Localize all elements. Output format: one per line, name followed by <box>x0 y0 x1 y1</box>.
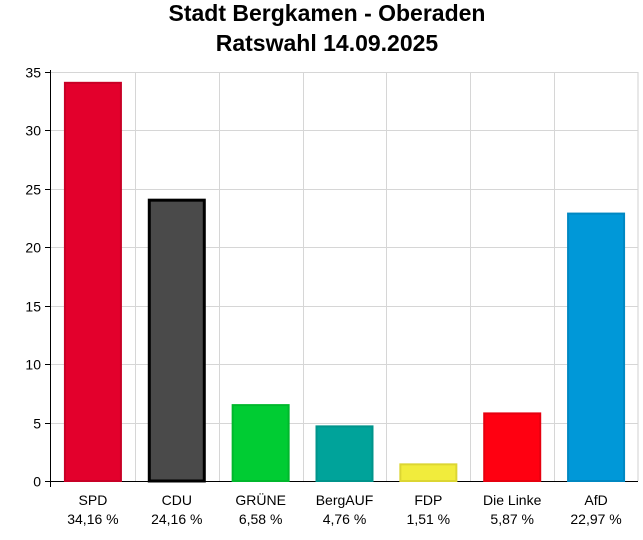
bar-gr-ne <box>231 404 290 482</box>
bar-value-label: 1,51 % <box>407 511 451 527</box>
grid <box>51 72 639 481</box>
x-category-label: Die Linke <box>483 492 542 508</box>
x-category-label: FDP <box>414 492 442 508</box>
x-category-label: AfD <box>584 492 607 508</box>
bar-fdp <box>399 463 458 483</box>
bar-die-linke <box>483 412 542 482</box>
y-tick-label: 5 <box>33 416 41 432</box>
y-tick-label: 15 <box>25 299 41 315</box>
bars <box>63 81 626 483</box>
chart-title: Stadt Bergkamen - Oberaden <box>169 0 486 26</box>
bar-value-label: 22,97 % <box>570 511 621 527</box>
y-axis: 0 5 10 15 20 25 30 35 <box>25 65 638 490</box>
x-category-label: BergAUF <box>316 492 374 508</box>
y-tick-label: 20 <box>25 240 41 256</box>
x-category-label: SPD <box>79 492 108 508</box>
x-category-label: GRÜNE <box>235 491 286 508</box>
bar-value-label: 5,87 % <box>490 511 534 527</box>
x-axis-labels: SPD 34,16 % CDU 24,16 % GRÜNE 6,58 % BergAUF 4,… <box>67 491 622 527</box>
y-tick-label: 25 <box>25 182 41 198</box>
bar-value-label: 24,16 % <box>151 511 202 527</box>
bar-bergauf <box>315 425 374 483</box>
bar-value-label: 34,16 % <box>67 511 118 527</box>
y-tick-label: 35 <box>25 65 41 81</box>
y-tick-label: 30 <box>25 123 41 139</box>
chart-subtitle: Ratswahl 14.09.2025 <box>216 30 439 56</box>
x-category-label: CDU <box>162 492 192 508</box>
bar-value-label: 4,76 % <box>323 511 367 527</box>
bar-value-label: 6,58 % <box>239 511 283 527</box>
bar-spd <box>63 81 122 482</box>
y-tick-label: 10 <box>25 357 41 373</box>
bar-afd <box>567 212 626 483</box>
bar-cdu <box>147 198 206 483</box>
y-tick-label: 0 <box>33 474 41 490</box>
